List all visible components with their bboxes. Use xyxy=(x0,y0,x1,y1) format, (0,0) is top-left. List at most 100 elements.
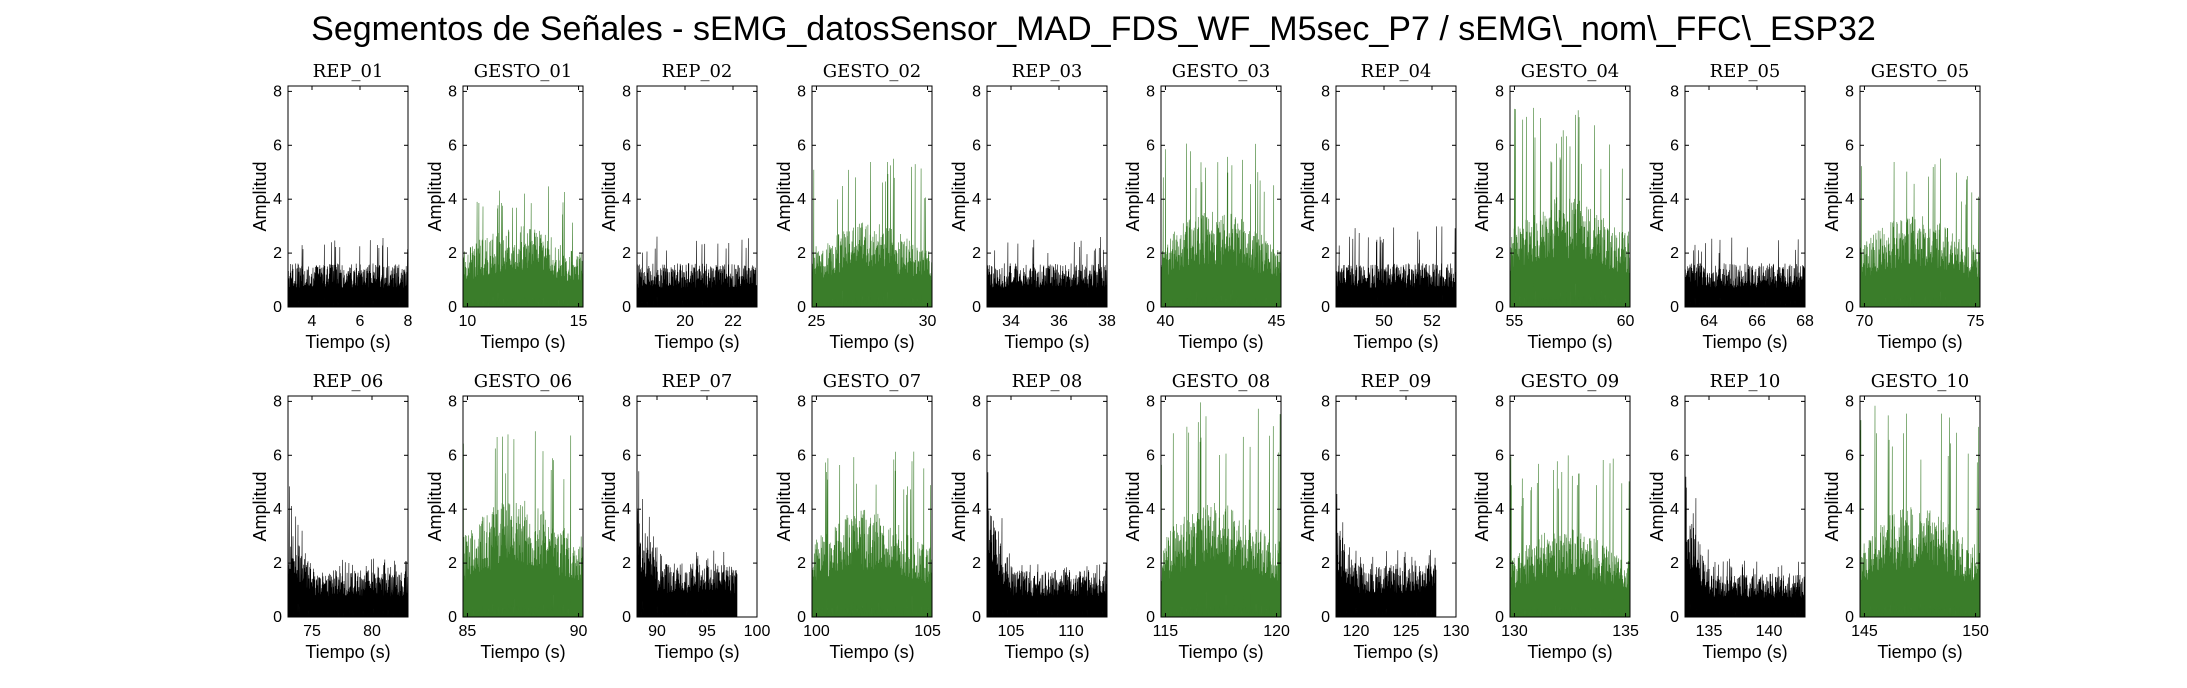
subplot-title: REP_10 xyxy=(1710,371,1781,392)
y-tick-label: 4 xyxy=(1845,501,1854,518)
y-axis-label: Amplitud xyxy=(1822,471,1842,541)
x-axis-label: Tiempo (s) xyxy=(1353,332,1438,352)
axes-box xyxy=(1509,395,1631,618)
subplot-gesto-02: GESTO_02 0 2 4 6 8 25 30 Tiempo (s) Amplitud xyxy=(774,61,937,352)
x-tick-label: 105 xyxy=(998,623,1025,640)
y-tick-label: 2 xyxy=(448,245,457,262)
y-tick-label: 0 xyxy=(972,609,981,626)
y-tick-label: 6 xyxy=(1495,137,1504,154)
x-axis-label: Tiempo (s) xyxy=(305,642,390,662)
x-tick-label: 30 xyxy=(919,313,937,330)
x-tick-label: 135 xyxy=(1612,623,1639,640)
y-tick-label: 0 xyxy=(1670,609,1679,626)
y-tick-label: 8 xyxy=(972,393,981,410)
x-tick-label: 95 xyxy=(698,623,716,640)
y-axis-label: Amplitud xyxy=(250,161,270,231)
subplot-gesto-06: GESTO_06 0 2 4 6 8 85 90 Tiempo (s) Amplitud xyxy=(425,371,588,662)
signal-trace xyxy=(1509,455,1631,618)
y-axis-label: Amplitud xyxy=(250,471,270,541)
signal-trace xyxy=(1160,143,1282,308)
y-tick-label: 4 xyxy=(797,191,806,208)
y-tick-label: 8 xyxy=(1495,83,1504,100)
subplot-gesto-04: GESTO_04 0 2 4 6 8 55 60 Tiempo (s) Amplitud xyxy=(1472,61,1635,352)
axes-box xyxy=(287,395,409,618)
y-tick-label: 0 xyxy=(273,299,282,316)
x-tick-label: 55 xyxy=(1506,313,1524,330)
y-tick-label: 8 xyxy=(1670,393,1679,410)
y-axis-label: Amplitud xyxy=(1647,471,1667,541)
x-tick-label: 50 xyxy=(1375,313,1393,330)
x-tick-label: 75 xyxy=(1967,313,1985,330)
y-tick-label: 2 xyxy=(622,245,631,262)
subplot-title: GESTO_03 xyxy=(1172,61,1271,82)
subplot-title: REP_01 xyxy=(313,61,384,82)
x-tick-label: 125 xyxy=(1393,623,1420,640)
x-tick-label: 25 xyxy=(808,313,826,330)
subplot-rep-06: REP_06 0 2 4 6 8 75 80 Tiempo (s) Amplitud xyxy=(250,371,409,662)
y-tick-label: 0 xyxy=(1146,609,1155,626)
y-tick-label: 2 xyxy=(1146,245,1155,262)
y-tick-label: 8 xyxy=(1321,393,1330,410)
y-tick-label: 4 xyxy=(1670,501,1679,518)
y-tick-label: 8 xyxy=(1495,393,1504,410)
subplot-rep-07: REP_07 0 2 4 6 8 90 95 100 Tiempo (s) Amplitud xyxy=(599,371,770,662)
signal-trace xyxy=(1509,107,1631,308)
y-axis-label: Amplitud xyxy=(599,161,619,231)
y-tick-label: 6 xyxy=(273,137,282,154)
x-tick-label: 115 xyxy=(1153,623,1179,640)
y-tick-label: 4 xyxy=(273,191,282,208)
signal-trace xyxy=(1335,226,1457,308)
axes-box xyxy=(1335,395,1457,618)
y-tick-label: 8 xyxy=(273,393,282,410)
x-tick-label: 75 xyxy=(303,623,321,640)
y-axis-label: Amplitud xyxy=(1822,161,1842,231)
subplot-title: REP_05 xyxy=(1710,61,1781,82)
subplot-title: GESTO_06 xyxy=(474,371,573,392)
x-axis-label: Tiempo (s) xyxy=(1527,642,1612,662)
y-tick-label: 8 xyxy=(797,393,806,410)
y-tick-label: 0 xyxy=(1321,609,1330,626)
signal-trace xyxy=(636,471,738,618)
x-tick-label: 34 xyxy=(1002,313,1020,330)
subplot-title: REP_08 xyxy=(1012,371,1083,392)
subplot-title: REP_07 xyxy=(662,371,733,392)
y-tick-label: 6 xyxy=(448,137,457,154)
y-tick-label: 2 xyxy=(1845,245,1854,262)
x-tick-label: 120 xyxy=(1263,623,1290,640)
y-tick-label: 2 xyxy=(1495,245,1504,262)
axes-box xyxy=(462,85,584,308)
x-tick-label: 130 xyxy=(1443,623,1470,640)
y-tick-label: 4 xyxy=(273,501,282,518)
y-tick-label: 4 xyxy=(1146,191,1155,208)
signal-trace xyxy=(462,431,584,618)
subplot-rep-03: REP_03 0 2 4 6 8 34 36 38 Tiempo (s) Amplitud xyxy=(949,61,1116,352)
y-tick-label: 8 xyxy=(448,83,457,100)
x-tick-label: 140 xyxy=(1756,623,1783,640)
signal-trace xyxy=(287,486,409,618)
y-tick-label: 2 xyxy=(1845,555,1854,572)
y-tick-label: 4 xyxy=(972,191,981,208)
axes-box xyxy=(287,85,409,308)
x-axis-label: Tiempo (s) xyxy=(480,642,565,662)
x-axis-label: Tiempo (s) xyxy=(1702,332,1787,352)
signal-trace xyxy=(811,158,933,308)
subplot-title: GESTO_09 xyxy=(1521,371,1620,392)
x-tick-label: 80 xyxy=(363,623,381,640)
y-tick-label: 2 xyxy=(797,555,806,572)
subplot-title: GESTO_08 xyxy=(1172,371,1271,392)
x-axis-label: Tiempo (s) xyxy=(654,332,739,352)
y-tick-label: 6 xyxy=(1670,447,1679,464)
y-tick-label: 4 xyxy=(1495,501,1504,518)
y-tick-label: 2 xyxy=(797,245,806,262)
y-tick-label: 4 xyxy=(1321,501,1330,518)
axes-box xyxy=(1509,85,1631,308)
y-tick-label: 8 xyxy=(797,83,806,100)
subplot-rep-09: REP_09 0 2 4 6 8 120 125 130 Tiempo (s) Amplitud xyxy=(1298,371,1469,662)
axes-box xyxy=(1684,395,1806,618)
x-tick-label: 60 xyxy=(1617,313,1635,330)
y-axis-label: Amplitud xyxy=(1298,161,1318,231)
y-tick-label: 6 xyxy=(622,137,631,154)
x-tick-label: 145 xyxy=(1851,623,1878,640)
